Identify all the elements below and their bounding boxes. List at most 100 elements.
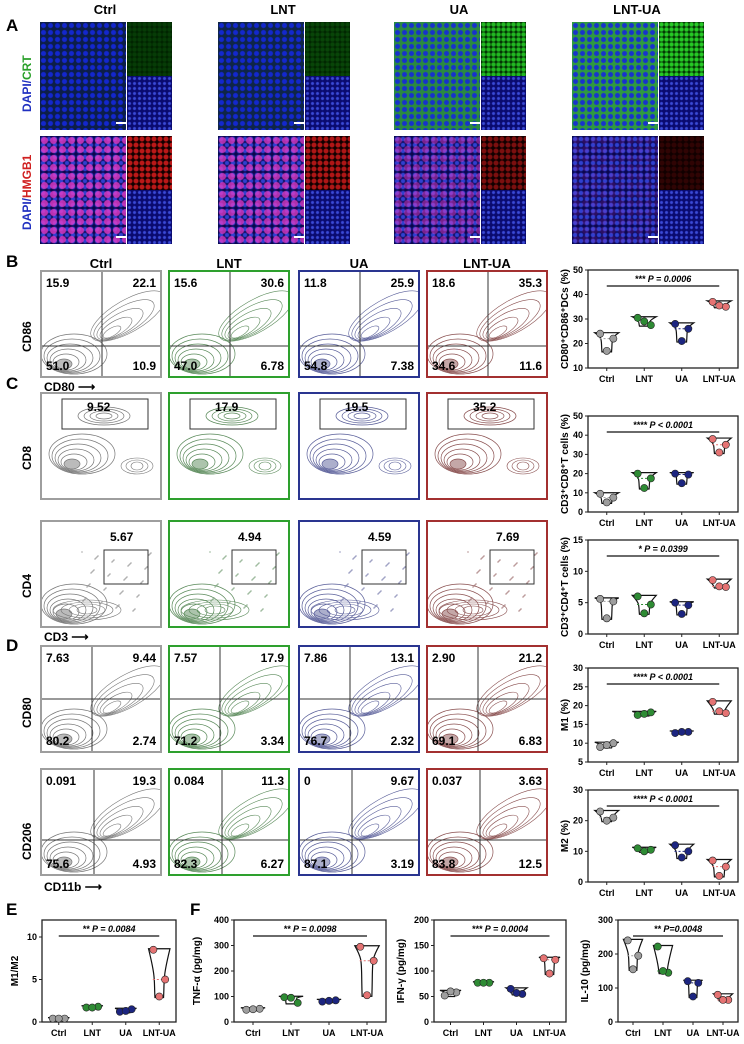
y-axis-label-cd4: CD4: [20, 573, 34, 598]
x-tick-label: LNT-UA: [143, 1028, 176, 1038]
contour-line: [482, 308, 530, 340]
flow-plot-cd3-cd4-lnt: 4.94: [168, 520, 290, 628]
event-dot: [141, 581, 143, 583]
y-tick-label: 10: [573, 488, 583, 498]
contour-line: [301, 338, 359, 374]
y-tick-label: 20: [573, 701, 583, 711]
y-tick-label: 10: [573, 846, 583, 856]
event-dot: [475, 583, 477, 585]
data-point-ctrl: [242, 1005, 251, 1014]
data-point-lnt: [88, 1003, 97, 1012]
flow-header-lnt-ua: LNT-UA: [463, 256, 511, 271]
panel-label-e: E: [6, 900, 18, 919]
data-point-lnt-ua: [545, 969, 554, 978]
event-dot: [365, 575, 367, 577]
contour-line: [170, 583, 236, 625]
contour-line: [90, 290, 160, 342]
inset-single-channel: [126, 22, 172, 77]
chart-4: 0 10 20 30 M2 (%) Ctrl LNT UA LNT-UA **** P < 0.0…: [560, 785, 739, 898]
event-dot: [490, 588, 492, 590]
column-header-ctrl: Ctrl: [93, 2, 117, 17]
event-dot: [109, 573, 111, 575]
event-dot: [239, 561, 241, 563]
x-tick-label: LNT: [282, 1028, 300, 1038]
micrograph-hmgb1-lnt: [218, 136, 350, 244]
event-dot: [149, 553, 151, 555]
contour-line: [315, 448, 353, 472]
quadrant-lower-right-value: 6.27: [260, 857, 284, 871]
inset-dapi-channel: [480, 190, 526, 244]
event-dot: [519, 609, 521, 611]
event-dot: [473, 585, 475, 587]
contour-line: [52, 851, 80, 869]
contour-line: [304, 593, 352, 623]
quadrant-lower-left-value: 71.2: [174, 734, 198, 748]
contour-line: [300, 708, 366, 750]
contour-line: [55, 733, 73, 745]
plot-frame: [587, 269, 739, 369]
contour-line: [348, 665, 418, 717]
event-dot: [277, 553, 279, 555]
contour-line: [428, 708, 494, 750]
data-point-lnt-ua: [708, 435, 717, 443]
contour-line: [230, 823, 250, 837]
contour-line: [174, 718, 222, 748]
contour-line: [196, 603, 234, 617]
contour-line: [60, 601, 114, 619]
quadrant-upper-left-value: 7.86: [304, 651, 328, 665]
x-tick-label: LNT-UA: [351, 1028, 384, 1038]
y-tick-label: 0: [578, 877, 583, 887]
contour-line: [55, 856, 73, 868]
flow-plot-m1-ua: 7.86 13.1 76.7 2.32: [298, 645, 420, 753]
x-axis-label-cd3: CD3 ⟶: [44, 630, 89, 644]
data-point-lnt-ua: [713, 990, 722, 999]
y-axis-label: M2 (%): [560, 820, 571, 852]
y-tick-label: 0: [424, 1017, 429, 1027]
event-dot: [384, 576, 386, 578]
event-dot: [274, 566, 276, 568]
y-tick-label: 10: [27, 932, 37, 942]
event-dot: [400, 580, 402, 582]
x-axis-text: CD11b: [44, 880, 82, 894]
quadrant-lower-right-value: 2.32: [390, 734, 414, 748]
event-dot: [266, 594, 268, 596]
contour-line: [437, 438, 495, 474]
event-dot: [502, 606, 504, 608]
significance-label: ** P = 0.0098: [284, 924, 337, 934]
event-dot: [355, 555, 357, 557]
quadrant-upper-left-value: 0.084: [174, 774, 205, 788]
event-dot: [339, 551, 341, 553]
event-dot: [268, 582, 270, 584]
contour-line: [99, 691, 133, 715]
event-dot: [514, 564, 516, 566]
inset-dapi-channel: [658, 76, 704, 130]
event-dot: [361, 589, 363, 591]
data-point-ctrl: [249, 1005, 257, 1014]
event-dot: [81, 551, 83, 553]
event-dot: [128, 564, 130, 566]
contour-line: [301, 713, 359, 749]
event-dot: [140, 582, 142, 584]
event-dot: [485, 603, 487, 605]
contour-line: [174, 343, 222, 373]
event-dot: [146, 566, 148, 568]
contour-line: [479, 797, 541, 839]
event-dot: [352, 558, 354, 560]
event-dot: [480, 558, 482, 560]
contour-line: [49, 598, 87, 622]
event-dot: [371, 559, 373, 561]
data-point-lnt-ua: [721, 302, 730, 311]
event-dot: [217, 583, 219, 585]
data-point-lnt-ua: [161, 975, 170, 984]
event-dot: [122, 590, 124, 592]
event-dot: [211, 599, 213, 601]
event-dot: [108, 574, 110, 576]
contour-line: [469, 408, 511, 424]
data-point-lnt-ua: [721, 862, 730, 871]
y-tick-label: 40: [573, 290, 583, 300]
contour-line: [224, 683, 272, 715]
flow-header-ctrl: Ctrl: [89, 256, 113, 271]
contour-line: [180, 728, 208, 746]
inset-single-channel: [126, 136, 172, 191]
